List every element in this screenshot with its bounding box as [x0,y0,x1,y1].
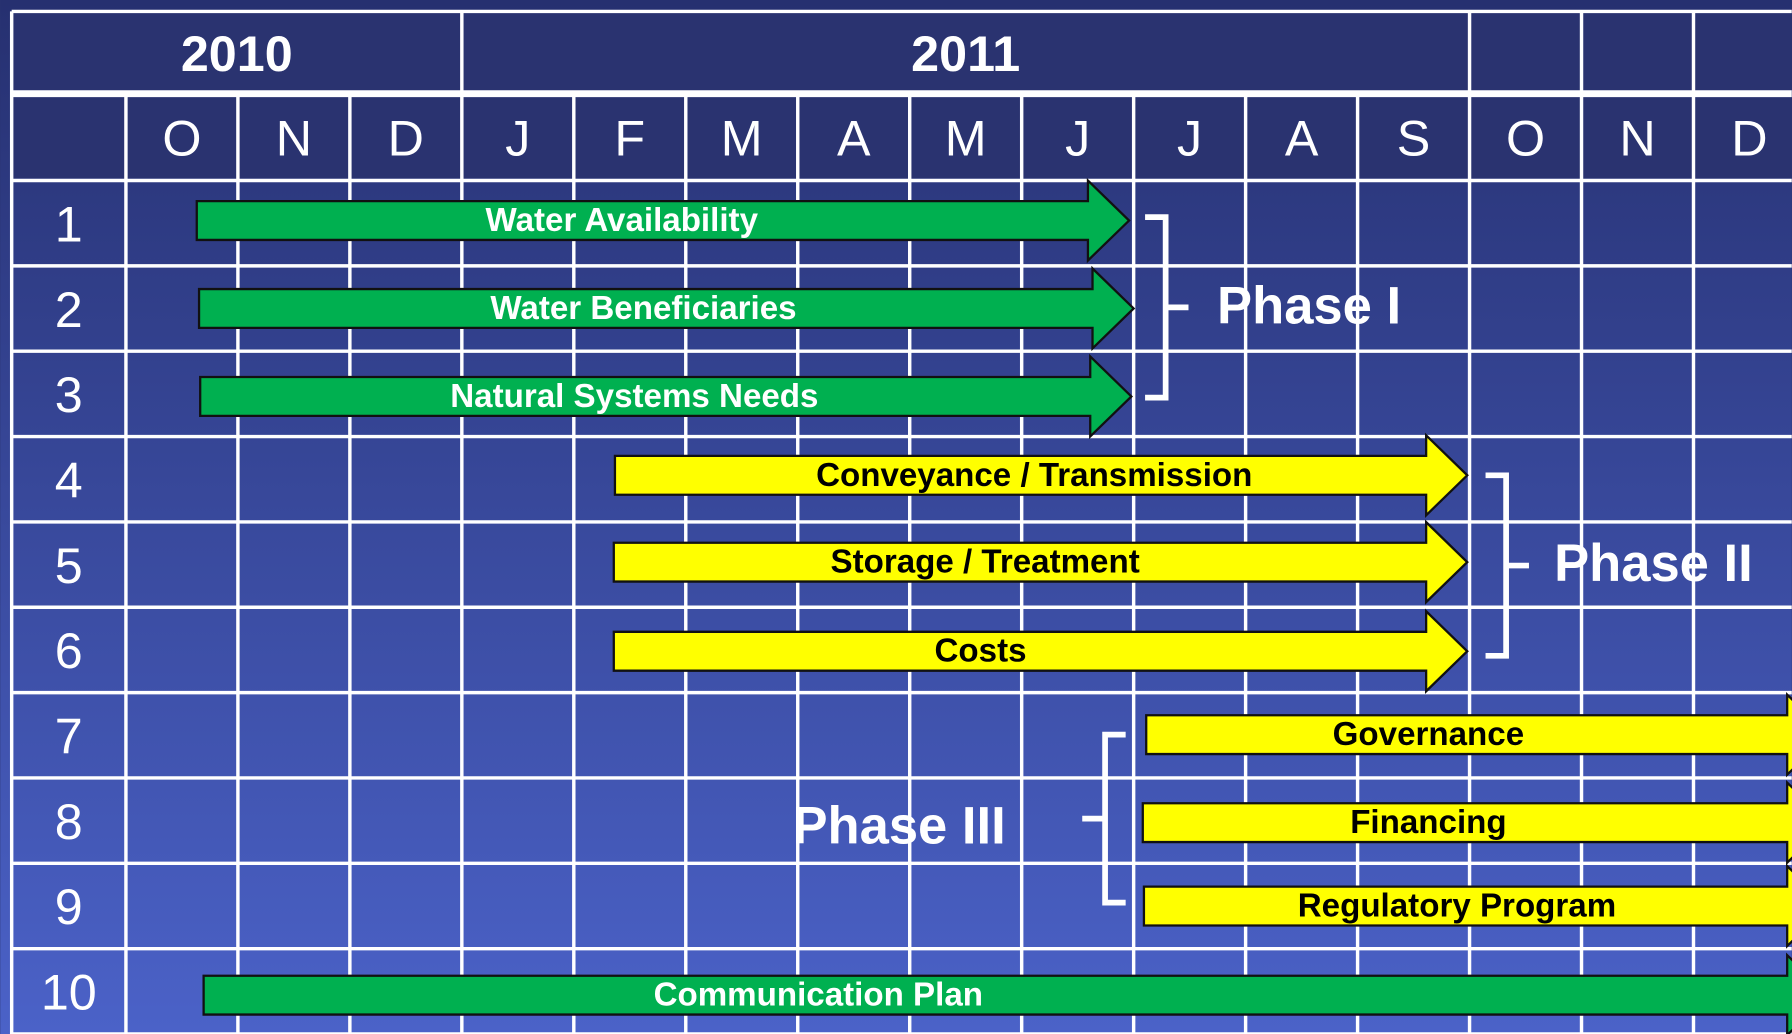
month-label: D [388,110,424,167]
month-label: A [1285,110,1319,167]
task-label: Conveyance / Transmission [816,457,1252,494]
task-arrow [1142,863,1792,949]
task-arrow [613,432,1469,518]
task-label: Regulatory Program [1298,888,1616,925]
task-arrow [1145,691,1792,778]
month-label: O [162,110,201,167]
phase-brace [1145,214,1189,401]
task-label: Water Beneficiaries [490,290,796,327]
task-arrow [1141,779,1792,866]
task-arrow [197,265,1136,352]
month-label: N [276,110,312,167]
phase-label: Phase III [792,797,1005,856]
month-label: O [1506,110,1545,167]
month-label: A [837,110,871,167]
task-arrow [612,608,1469,694]
year-label: 2011 [911,25,1020,82]
month-label: D [1731,110,1767,167]
task-label: Governance [1333,716,1524,753]
phase-label: Phase I [1217,277,1401,336]
task-arrow [612,519,1469,605]
row-label: 4 [55,451,83,508]
row-label: 7 [55,708,83,765]
task-label: Natural Systems Needs [450,378,818,415]
month-label: J [505,110,530,167]
task-arrow [195,177,1131,264]
row-label: 2 [55,281,83,338]
month-label: M [721,110,763,167]
task-label: Costs [935,633,1027,670]
phase-brace [1485,472,1529,659]
month-label: N [1619,110,1655,167]
row-label: 8 [55,793,83,850]
month-label: M [945,110,987,167]
task-arrow [202,952,1792,1034]
row-label: 10 [41,964,97,1021]
month-label: F [614,110,645,167]
row-label: 6 [55,622,83,679]
row-label: 3 [55,366,83,423]
task-arrow [199,353,1134,440]
row-label: 9 [55,878,83,935]
row-label: 5 [55,537,83,594]
row-label: 1 [55,195,83,252]
task-label: Storage / Treatment [830,544,1139,581]
month-label: J [1065,110,1090,167]
task-label: Water Availability [486,202,759,239]
phase-label: Phase II [1554,534,1753,593]
task-label: Financing [1350,804,1506,841]
month-label: J [1177,110,1202,167]
month-label: S [1397,110,1431,167]
year-label: 2010 [181,25,293,82]
task-label: Communication Plan [654,977,983,1014]
phase-brace [1082,731,1126,906]
